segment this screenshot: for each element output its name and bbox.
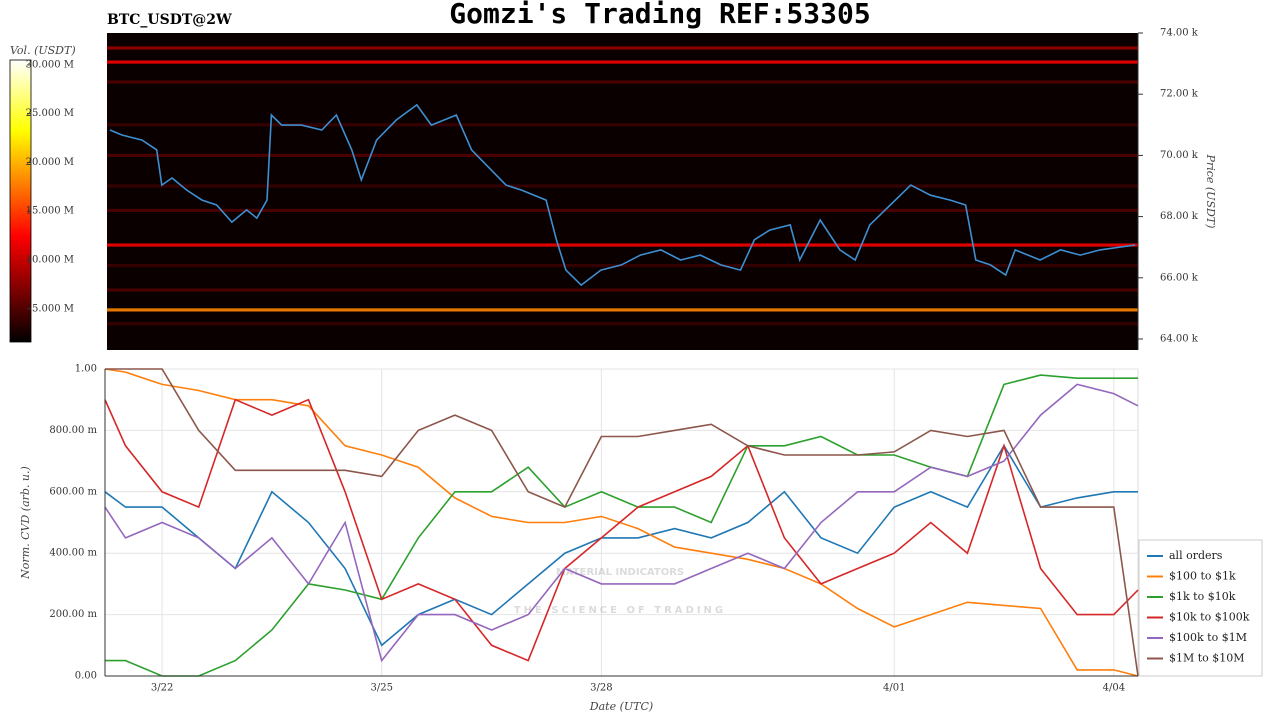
liquidity-band xyxy=(107,123,1138,127)
x-tick-label: 3/28 xyxy=(590,683,612,694)
y-axis-label: Norm. CVD (arb. u.) xyxy=(19,466,32,580)
colorbar-tick-label: 20.000 M xyxy=(26,157,74,168)
liquidity-band xyxy=(107,288,1138,292)
colorbar xyxy=(9,59,32,343)
colorbar-tick-label: 5.000 M xyxy=(32,303,74,314)
colorbar-label: Vol. (USDT) xyxy=(10,44,76,57)
x-tick-label: 4/04 xyxy=(1103,683,1125,694)
cvd-line xyxy=(104,383,1139,663)
y-tick-label: 74.00 k xyxy=(1160,28,1199,39)
colorbar-tick-label: 25.000 M xyxy=(26,108,74,119)
legend-label: all orders xyxy=(1169,549,1223,562)
y-tick-label: 400.00 m xyxy=(49,548,97,559)
liquidity-band xyxy=(107,184,1138,188)
liquidity-band xyxy=(107,60,1138,64)
liquidity-band xyxy=(107,80,1138,84)
watermark: MATERIAL INDICATORS xyxy=(556,567,684,578)
price-line xyxy=(109,103,1136,287)
x-tick-label: 3/22 xyxy=(151,683,173,694)
y-axis-label: Price (USDT) xyxy=(1204,154,1217,229)
liquidity-band xyxy=(107,308,1138,312)
y-tick-label: 600.00 m xyxy=(49,486,97,497)
liquidity-band xyxy=(107,263,1138,268)
cvd-line xyxy=(105,368,1139,677)
y-tick-label: 1.00 xyxy=(75,364,97,375)
y-tick-label: 800.00 m xyxy=(49,425,97,436)
legend-label: $100k to $1M xyxy=(1169,631,1247,644)
watermark: THE SCIENCE OF TRADING xyxy=(514,605,726,616)
legend-box xyxy=(1138,539,1263,677)
y-tick-label: 200.00 m xyxy=(49,609,97,620)
liquidity-band xyxy=(107,322,1138,326)
x-tick-label: 3/25 xyxy=(371,683,393,694)
page-title: Gomzi's Trading REF:53305 xyxy=(449,0,870,30)
x-tick-label: 4/01 xyxy=(883,683,905,694)
legend-label: $10k to $100k xyxy=(1169,611,1250,624)
liquidity-band xyxy=(107,243,1138,247)
y-tick-label: 0.00 xyxy=(75,671,97,682)
legend-label: $1M to $10M xyxy=(1169,652,1245,665)
y-tick-label: 72.00 k xyxy=(1160,89,1199,100)
cvd-line xyxy=(104,398,1139,662)
y-tick-label: 64.00 k xyxy=(1160,333,1199,344)
cvd-line xyxy=(104,444,1138,647)
legend-label: $1k to $10k xyxy=(1169,590,1236,603)
legend-label: $100 to $1k xyxy=(1169,570,1236,583)
liquidity-band xyxy=(107,208,1138,213)
colorbar-tick-label: 30.000 M xyxy=(26,59,74,70)
y-tick-label: 66.00 k xyxy=(1160,272,1199,283)
y-tick-label: 70.00 k xyxy=(1160,150,1199,161)
heatmap-background xyxy=(107,33,1138,350)
liquidity-band xyxy=(107,153,1138,157)
liquidity-band xyxy=(107,46,1138,50)
x-axis-label: Date (UTC) xyxy=(589,700,653,713)
colorbar-tick-label: 10.000 M xyxy=(26,255,74,266)
symbol: BTC_USDT@2W xyxy=(107,12,232,28)
colorbar-tick-label: 15.000 M xyxy=(26,206,74,217)
cvd-line xyxy=(105,374,1138,677)
y-tick-label: 68.00 k xyxy=(1160,211,1199,222)
